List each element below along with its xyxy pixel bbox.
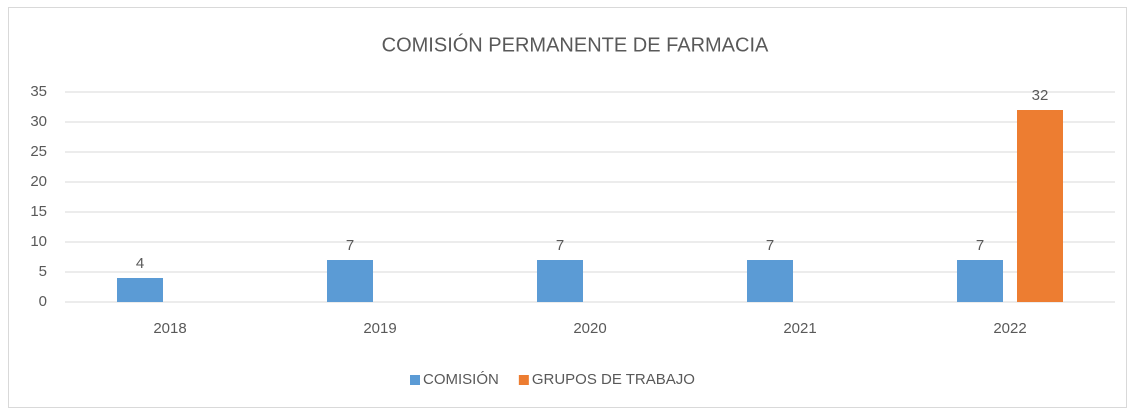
data-label: 32 <box>1032 87 1049 104</box>
x-tick-label: 2020 <box>573 320 606 337</box>
legend-label: GRUPOS DE TRABAJO <box>532 371 695 388</box>
y-tick-label: 15 <box>30 203 47 220</box>
bar <box>327 260 373 302</box>
y-tick-label: 30 <box>30 113 47 130</box>
bar <box>747 260 793 302</box>
y-tick-label: 0 <box>39 293 47 310</box>
y-tick-label: 10 <box>30 233 47 250</box>
bar <box>537 260 583 302</box>
x-tick-label: 2021 <box>783 320 816 337</box>
y-tick-label: 25 <box>30 143 47 160</box>
data-label: 4 <box>136 255 144 272</box>
y-tick-label: 20 <box>30 173 47 190</box>
data-label: 7 <box>346 237 354 254</box>
chart-title: COMISIÓN PERMANENTE DE FARMACIA <box>382 33 769 56</box>
x-tick-label: 2019 <box>363 320 396 337</box>
data-label: 7 <box>766 237 774 254</box>
x-tick-label: 2018 <box>153 320 186 337</box>
y-tick-label: 5 <box>39 263 47 280</box>
data-label: 7 <box>976 237 984 254</box>
legend-swatch <box>518 375 529 385</box>
legend-swatch <box>410 375 420 385</box>
x-tick-label: 2022 <box>993 320 1026 337</box>
y-tick-label: 35 <box>30 83 47 100</box>
data-label: 7 <box>556 237 564 254</box>
legend-label: COMISIÓN <box>423 371 499 388</box>
bar <box>117 278 163 302</box>
bar <box>1017 110 1063 302</box>
chart-border <box>8 7 1127 408</box>
bar <box>957 260 1003 302</box>
